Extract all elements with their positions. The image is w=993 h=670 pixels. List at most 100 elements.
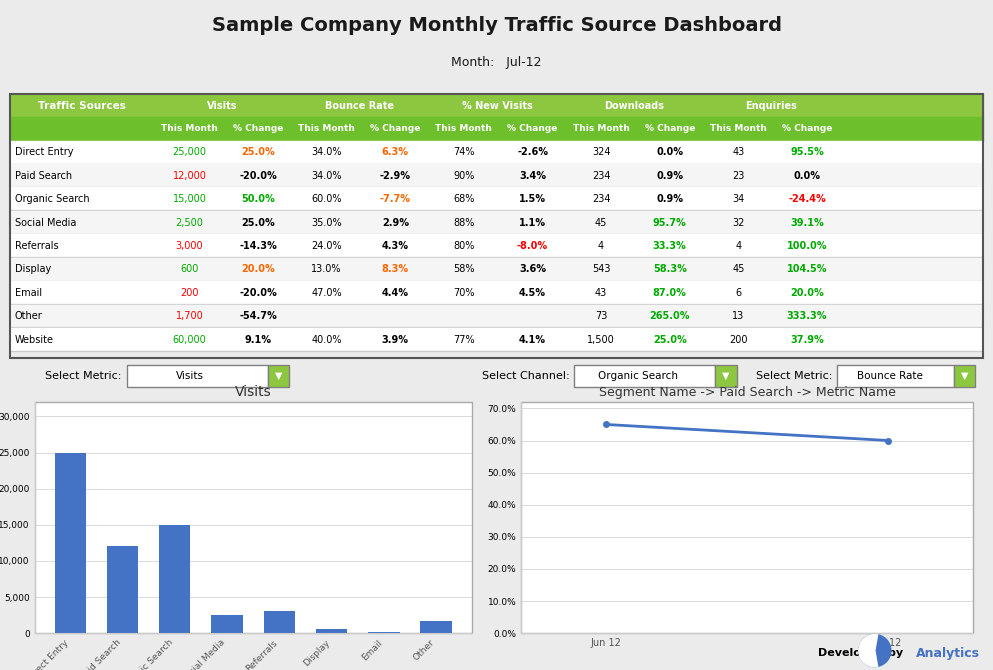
Text: Social Media: Social Media: [15, 218, 76, 228]
Bar: [268, 364, 289, 387]
Text: This Month: This Month: [161, 125, 217, 133]
Text: 23: 23: [732, 171, 745, 181]
Text: 3.4%: 3.4%: [519, 171, 546, 181]
Text: 100.0%: 100.0%: [786, 241, 827, 251]
Text: Bounce Rate: Bounce Rate: [857, 371, 922, 381]
Text: 0.0%: 0.0%: [793, 171, 820, 181]
Text: 70%: 70%: [453, 288, 475, 298]
Text: 1,700: 1,700: [176, 312, 204, 322]
Bar: [837, 364, 954, 387]
Text: 60,000: 60,000: [173, 335, 207, 344]
Text: -20.0%: -20.0%: [239, 171, 277, 181]
Text: Sample Company Monthly Traffic Source Dashboard: Sample Company Monthly Traffic Source Da…: [212, 15, 781, 35]
Text: Select Metric:: Select Metric:: [756, 371, 832, 381]
Text: 24.0%: 24.0%: [312, 241, 342, 251]
Text: 25.0%: 25.0%: [652, 335, 686, 344]
Text: 2,500: 2,500: [176, 218, 204, 228]
Text: This Month: This Month: [436, 125, 493, 133]
Text: -20.0%: -20.0%: [239, 288, 277, 298]
Circle shape: [859, 634, 891, 667]
Text: Organic Search: Organic Search: [15, 194, 89, 204]
Text: Display: Display: [15, 265, 51, 275]
Text: 32: 32: [732, 218, 745, 228]
Bar: [954, 364, 975, 387]
Bar: [10, 305, 983, 328]
Text: 50.0%: 50.0%: [241, 194, 275, 204]
Text: 543: 543: [592, 265, 611, 275]
Text: 20.0%: 20.0%: [790, 288, 824, 298]
Text: Direct Entry: Direct Entry: [15, 147, 73, 157]
Text: 6.3%: 6.3%: [381, 147, 409, 157]
Bar: [107, 547, 138, 633]
Bar: [264, 612, 295, 633]
Text: 234: 234: [592, 171, 611, 181]
Text: This Month: This Month: [573, 125, 630, 133]
Text: Month:   Jul-12: Month: Jul-12: [451, 56, 542, 69]
Bar: [10, 234, 983, 258]
Text: % Change: % Change: [781, 125, 832, 133]
Text: 80%: 80%: [453, 241, 475, 251]
Bar: [574, 364, 715, 387]
Title: Segment Name -> Paid Search -> Metric Name: Segment Name -> Paid Search -> Metric Na…: [599, 387, 896, 399]
Text: Developed by: Developed by: [818, 649, 904, 658]
Text: 15,000: 15,000: [173, 194, 207, 204]
Text: 33.3%: 33.3%: [652, 241, 686, 251]
Bar: [715, 364, 737, 387]
Text: 333.3%: 333.3%: [786, 312, 827, 322]
Text: 4: 4: [598, 241, 604, 251]
Text: 35.0%: 35.0%: [312, 218, 342, 228]
Text: 74%: 74%: [453, 147, 475, 157]
Text: 39.1%: 39.1%: [790, 218, 824, 228]
Text: Email: Email: [15, 288, 42, 298]
Text: Enquiries: Enquiries: [746, 100, 797, 111]
Text: Downloads: Downloads: [604, 100, 664, 111]
Text: 43: 43: [732, 147, 745, 157]
Text: ▼: ▼: [275, 371, 282, 381]
Text: 25.0%: 25.0%: [241, 218, 275, 228]
Text: 25.0%: 25.0%: [241, 147, 275, 157]
Text: 0.0%: 0.0%: [656, 147, 683, 157]
Text: 4.4%: 4.4%: [381, 288, 409, 298]
Text: 37.9%: 37.9%: [790, 335, 824, 344]
Bar: [212, 615, 242, 633]
Text: ▼: ▼: [723, 371, 730, 381]
Text: 60.0%: 60.0%: [312, 194, 342, 204]
Text: 13.0%: 13.0%: [312, 265, 342, 275]
Text: 4.5%: 4.5%: [519, 288, 546, 298]
Text: 12,000: 12,000: [173, 171, 207, 181]
Bar: [10, 141, 983, 164]
Text: Bounce Rate: Bounce Rate: [326, 100, 394, 111]
Text: 0.9%: 0.9%: [656, 171, 683, 181]
Text: Analytics: Analytics: [917, 647, 980, 660]
Text: 20.0%: 20.0%: [241, 265, 275, 275]
Bar: [10, 117, 983, 141]
Text: Other: Other: [15, 312, 43, 322]
Bar: [159, 525, 191, 633]
Text: 4.3%: 4.3%: [381, 241, 409, 251]
Text: % Change: % Change: [233, 125, 283, 133]
Text: % Change: % Change: [644, 125, 695, 133]
Text: Visits: Visits: [176, 371, 205, 381]
Text: 1.5%: 1.5%: [519, 194, 546, 204]
Text: % Change: % Change: [370, 125, 420, 133]
Text: 3.9%: 3.9%: [381, 335, 409, 344]
Bar: [316, 629, 348, 633]
Text: Traffic Sources: Traffic Sources: [38, 100, 126, 111]
Text: 68%: 68%: [453, 194, 475, 204]
Text: -8.0%: -8.0%: [517, 241, 548, 251]
Text: 3,000: 3,000: [176, 241, 204, 251]
Bar: [55, 452, 86, 633]
Text: 1,500: 1,500: [587, 335, 615, 344]
Text: 3.6%: 3.6%: [519, 265, 546, 275]
Text: 87.0%: 87.0%: [652, 288, 686, 298]
Bar: [10, 188, 983, 211]
Text: 1.1%: 1.1%: [519, 218, 546, 228]
Text: 90%: 90%: [453, 171, 475, 181]
Bar: [10, 94, 983, 117]
Text: 58.3%: 58.3%: [652, 265, 686, 275]
Text: 6: 6: [735, 288, 742, 298]
Bar: [10, 258, 983, 281]
Bar: [10, 211, 983, 234]
Text: -2.9%: -2.9%: [379, 171, 411, 181]
Text: Select Channel:: Select Channel:: [482, 371, 569, 381]
